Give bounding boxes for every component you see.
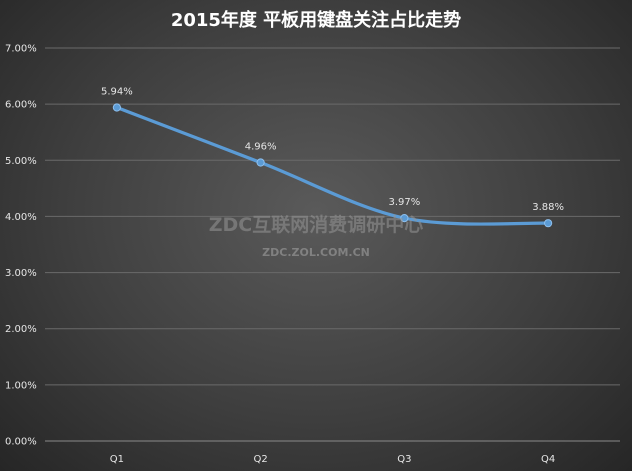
y-tick-label: 1.00%: [5, 380, 37, 391]
series-line: [115, 105, 550, 226]
x-tick-label: Q2: [254, 454, 268, 465]
data-label: 3.88%: [532, 202, 564, 213]
y-tick-label: 3.00%: [5, 268, 37, 279]
y-tick-label: 7.00%: [5, 44, 37, 55]
data-label: 4.96%: [245, 142, 277, 153]
y-tick-label: 0.00%: [5, 437, 37, 448]
y-tick-label: 5.00%: [5, 156, 37, 167]
data-point: [112, 103, 121, 112]
x-tick-label: Q1: [110, 454, 124, 465]
chart-title: 2015年度 平板用键盘关注占比走势: [170, 10, 462, 31]
watermark-text: ZDC互联网消费调研中心: [209, 213, 424, 236]
data-point: [544, 219, 553, 228]
data-label: 3.97%: [388, 197, 420, 208]
data-point: [256, 158, 265, 167]
y-tick-label: 6.00%: [5, 100, 37, 111]
y-tick-label: 2.00%: [5, 324, 37, 335]
y-tick-label: 4.00%: [5, 212, 37, 223]
x-tick-label: Q4: [541, 454, 555, 465]
x-tick-label: Q3: [397, 454, 411, 465]
watermark-url: ZDC.ZOL.COM.CN: [262, 246, 370, 259]
data-point: [400, 214, 409, 223]
data-label: 5.94%: [101, 87, 133, 98]
